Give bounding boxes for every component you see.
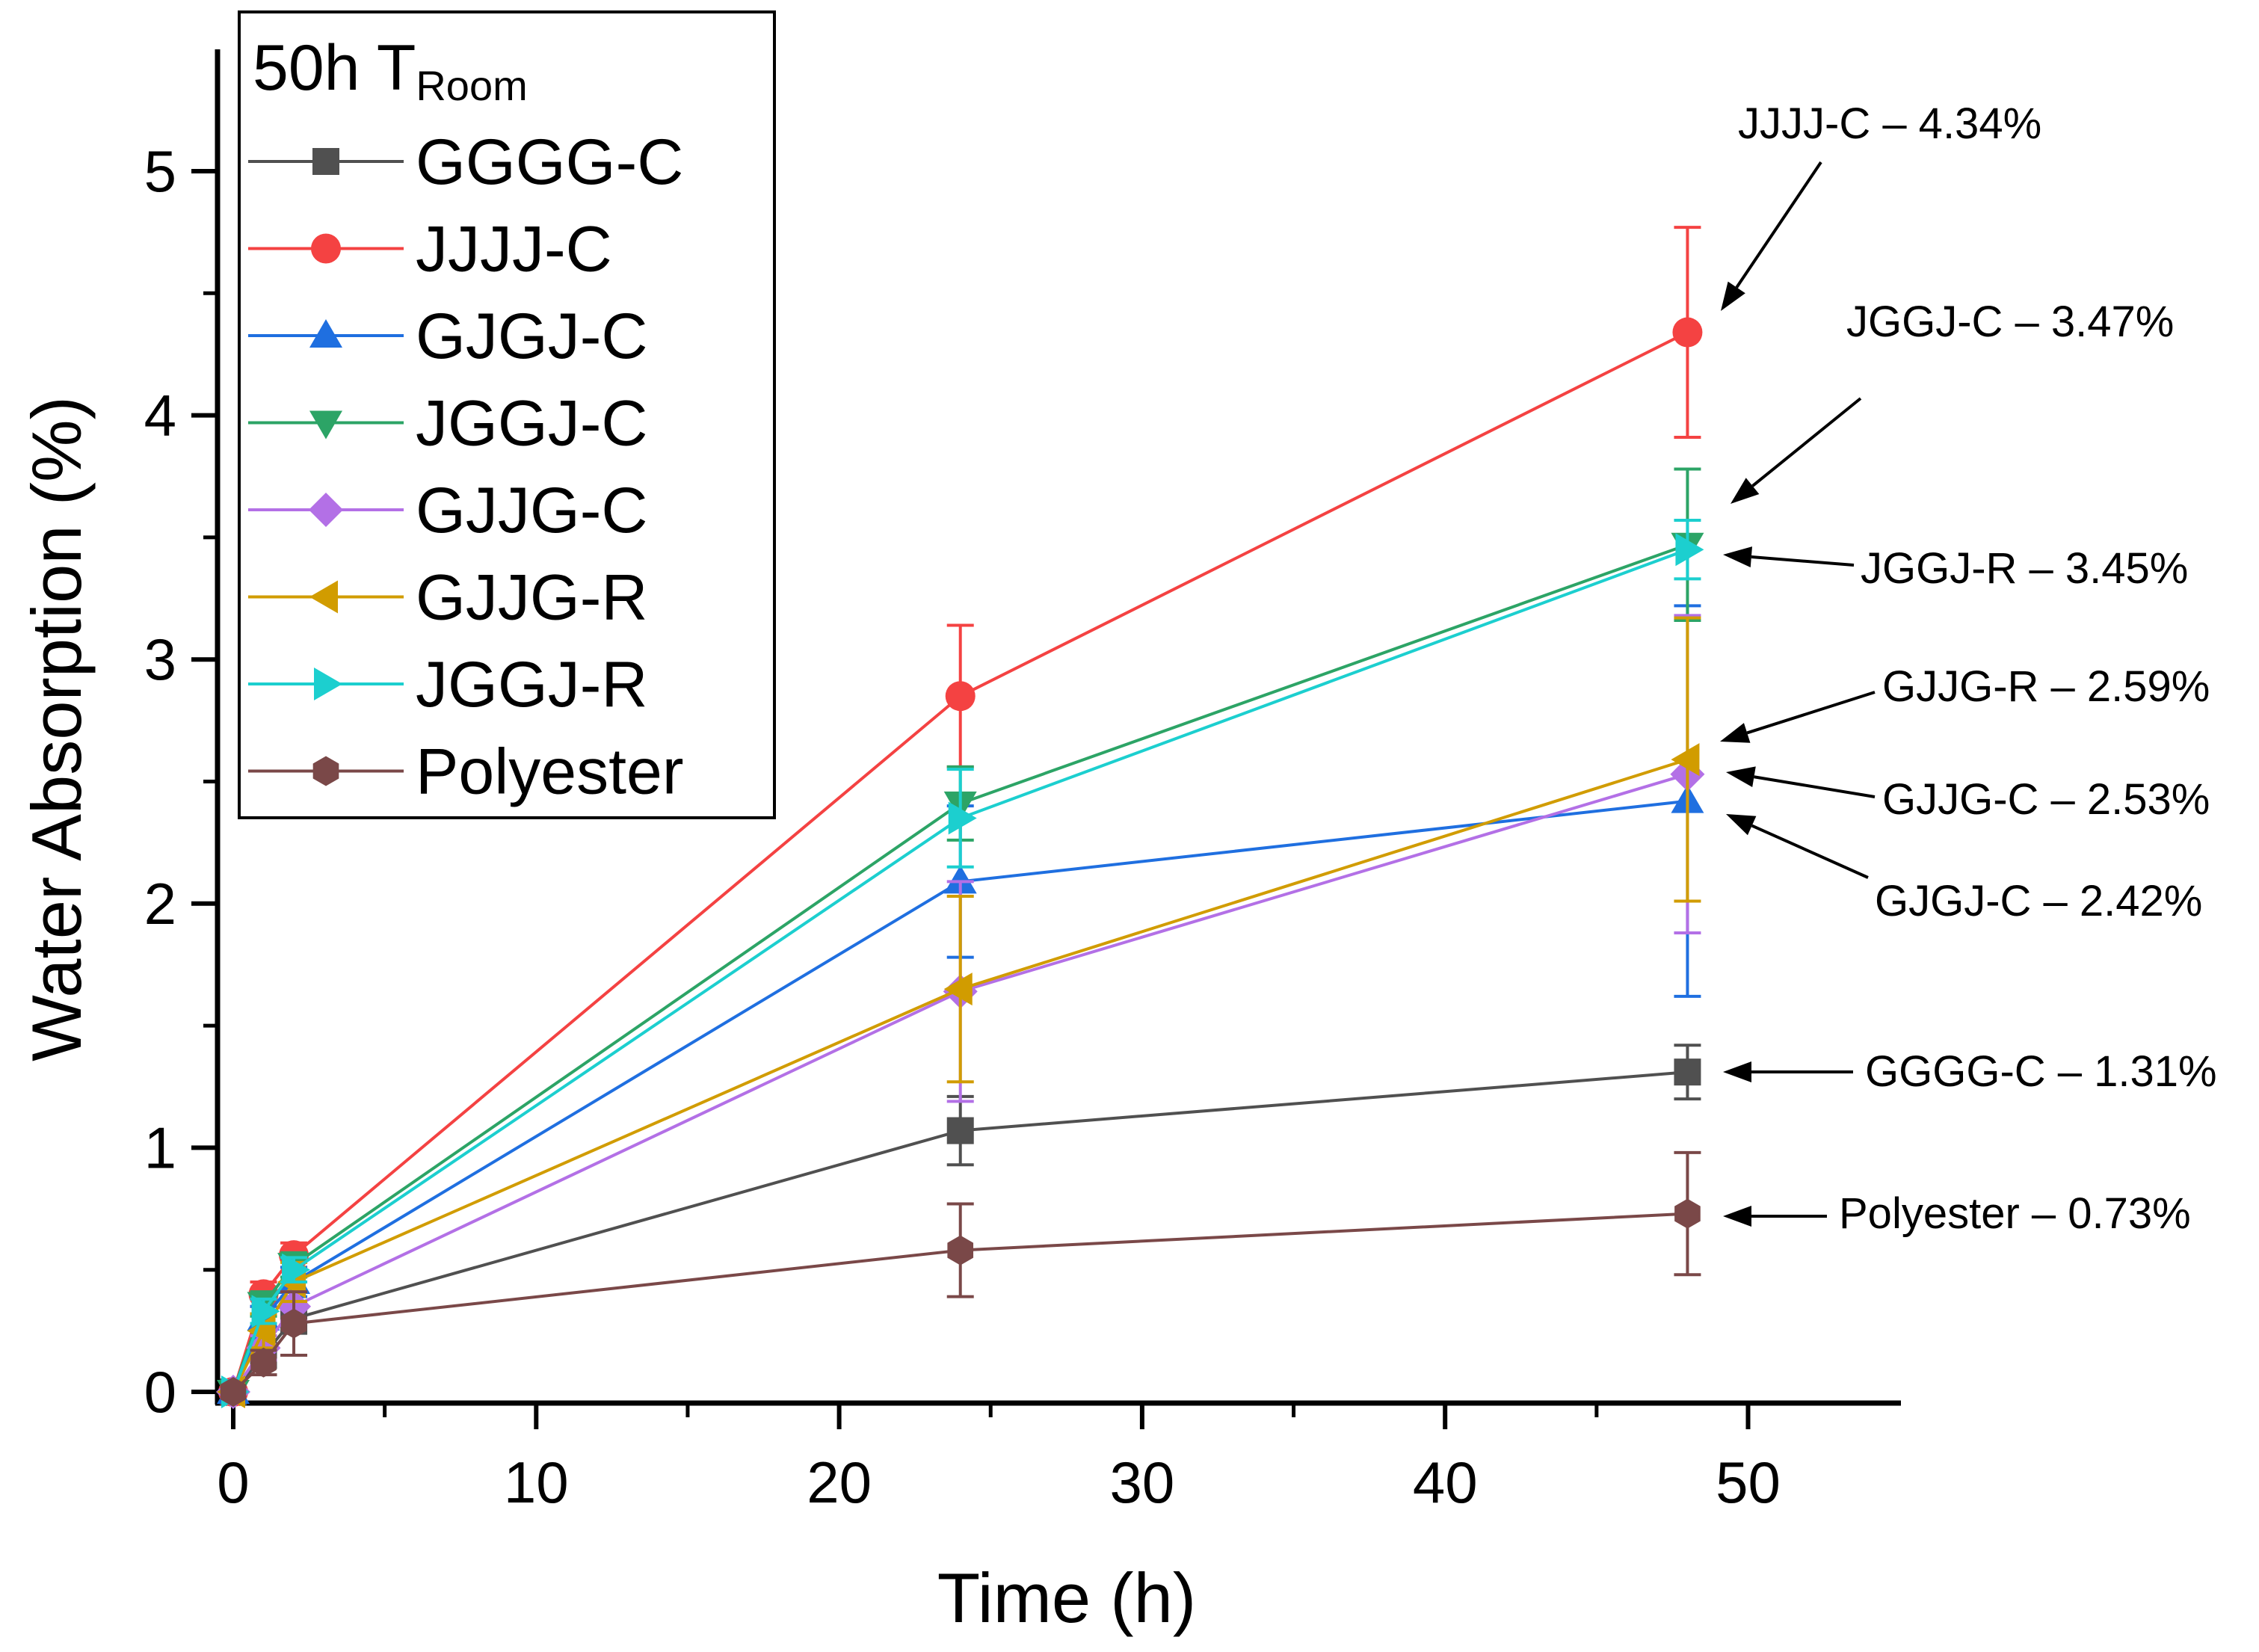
marker-hexagon — [280, 1308, 307, 1339]
y-tick-label: 3 — [144, 626, 176, 692]
annotation-arrow-line — [1735, 161, 1822, 289]
legend-label: GJGJ-C — [416, 300, 648, 372]
annotation: Polyester – 0.73% — [1723, 1189, 2191, 1238]
marker-triangle-down — [309, 410, 342, 440]
marker-circle — [311, 233, 341, 264]
x-tick-label: 20 — [807, 1449, 872, 1515]
legend-entry: GGGG-C — [248, 126, 683, 198]
legend-label: Polyester — [416, 736, 684, 808]
legend-entry: Polyester — [248, 736, 684, 808]
y-axis-title: Water Absorption (%) — [17, 396, 96, 1061]
annotation-arrow-line — [1746, 691, 1876, 735]
marker-circle — [1672, 317, 1703, 348]
marker-hexagon — [312, 756, 339, 786]
x-tick-label: 10 — [504, 1449, 569, 1515]
annotation-label: Polyester – 0.73% — [1839, 1189, 2191, 1238]
marker-hexagon — [947, 1235, 974, 1266]
y-tick-label: 1 — [144, 1115, 176, 1180]
annotation-arrow-line — [1754, 775, 1876, 798]
annotation-label: GJJG-R – 2.59% — [1882, 662, 2210, 711]
annotations: JJJJ-C – 4.34% JGGJ-C – 3.47% JGGJ-R – 3.4… — [1720, 99, 2217, 1238]
y-tick-label: 0 — [144, 1359, 176, 1425]
marker-hexagon — [220, 1377, 247, 1407]
legend-label: JGGJ-R — [416, 649, 648, 721]
legend: 50h TRoom GGGG-C JJJJ-C GJGJ-C JGGJ-C GJJG-C… — [238, 10, 776, 819]
annotation-label: GGGG-C – 1.31% — [1865, 1047, 2217, 1096]
x-tick-label: 40 — [1413, 1449, 1478, 1515]
marker-triangle-left — [309, 580, 338, 614]
legend-entry: JJJJ-C — [248, 214, 612, 286]
annotation-arrow-head — [1721, 281, 1745, 311]
series-polyester — [220, 1150, 1701, 1407]
annotation-arrow-head — [1726, 814, 1757, 836]
annotation: GJJG-C – 2.53% — [1726, 766, 2210, 824]
annotation: JGGJ-C – 3.47% — [1731, 298, 2174, 504]
legend-entry: GJJG-R — [248, 562, 648, 634]
marker-triangle-right — [1675, 533, 1704, 567]
annotation: GJGJ-C – 2.42% — [1726, 814, 2202, 925]
annotation-arrow-head — [1723, 1206, 1751, 1227]
marker-triangle-right — [282, 1253, 311, 1286]
marker-triangle-right — [251, 1295, 280, 1328]
annotation-arrow-line — [1751, 397, 1862, 487]
marker-square — [946, 1117, 974, 1144]
marker-triangle-left — [943, 973, 973, 1006]
legend-entry: GJJG-C — [248, 475, 648, 546]
marker-triangle-left — [1671, 743, 1700, 777]
marker-hexagon — [1674, 1198, 1701, 1229]
y-tick-label: 4 — [144, 383, 176, 449]
annotation-arrow-head — [1731, 478, 1760, 504]
annotation-label: JJJJ-C – 4.34% — [1738, 99, 2041, 148]
x-tick-label: 30 — [1110, 1449, 1175, 1515]
axes: 0 10 20 30 40 50 0 1 2 3 4 5 — [144, 49, 1901, 1515]
series-jggj-r — [221, 519, 1704, 1408]
legend-title-subscript: Room — [416, 62, 527, 109]
marker-triangle-up — [309, 319, 342, 348]
marker-triangle-up — [943, 865, 977, 894]
legend-label: GJJG-R — [416, 562, 648, 634]
x-tick-label: 0 — [217, 1449, 249, 1515]
marker-square — [312, 148, 339, 175]
legend-label: GGGG-C — [416, 126, 683, 198]
marker-triangle-right — [948, 801, 977, 835]
x-axis-title: Time (h) — [937, 1559, 1196, 1637]
annotation: JJJJ-C – 4.34% — [1721, 99, 2041, 311]
annotation-arrow-head — [1723, 546, 1752, 567]
annotation-arrow-head — [1723, 1061, 1751, 1082]
annotation-label: GJJG-C – 2.53% — [1882, 775, 2210, 824]
y-tick-label: 2 — [144, 871, 176, 937]
legend-label: JGGJ-C — [416, 388, 648, 460]
annotation: GGGG-C – 1.31% — [1723, 1047, 2217, 1096]
marker-hexagon — [250, 1347, 277, 1378]
annotation-arrow-line — [1751, 824, 1869, 879]
annotation-label: JGGJ-C – 3.47% — [1846, 298, 2174, 346]
annotation-label: JGGJ-R – 3.45% — [1861, 544, 2188, 593]
legend-label: GJJG-C — [416, 475, 648, 546]
legend-label: JJJJ-C — [416, 214, 612, 286]
annotation-arrow-line — [1751, 555, 1855, 567]
annotation: GJJG-R – 2.59% — [1720, 662, 2210, 743]
legend-entry: GJGJ-C — [248, 300, 648, 372]
marker-square — [1674, 1058, 1701, 1086]
annotation: JGGJ-R – 3.45% — [1723, 544, 2188, 593]
legend-entry: JGGJ-R — [248, 649, 648, 721]
annotation-arrow-head — [1720, 723, 1751, 743]
y-tick-label: 5 — [144, 138, 176, 204]
legend-title: 50h TRoom — [253, 32, 528, 109]
legend-entry: JGGJ-C — [248, 388, 648, 460]
marker-diamond — [309, 493, 343, 527]
marker-circle — [945, 681, 976, 712]
annotation-label: GJGJ-C – 2.42% — [1875, 877, 2202, 925]
marker-triangle-right — [314, 668, 342, 700]
annotation-arrow-head — [1726, 766, 1756, 788]
x-tick-label: 50 — [1716, 1449, 1781, 1515]
plot-area — [216, 226, 1705, 1409]
